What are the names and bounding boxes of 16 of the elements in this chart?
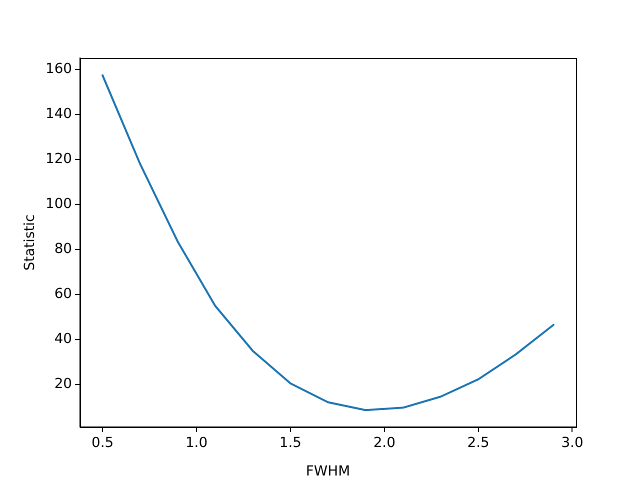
y-tick-label: 80 (54, 240, 72, 257)
y-tick-label: 120 (45, 150, 72, 167)
y-tick-label: 160 (45, 60, 72, 77)
x-tick-label: 0.5 (92, 434, 114, 451)
y-tick-label: 140 (45, 106, 72, 122)
y-tick-label: 100 (45, 196, 72, 212)
y-tick-label: 20 (54, 376, 72, 392)
x-tick-label: 1.0 (185, 434, 208, 451)
x-tick-label: 1.5 (279, 434, 302, 451)
x-axis-title: FWHM (306, 463, 350, 480)
x-tick-label: 3.0 (561, 434, 584, 451)
x-tick-label: 2.0 (373, 434, 396, 451)
y-axis-title: Statistic (22, 214, 38, 271)
y-tick-label: 60 (54, 286, 72, 302)
y-tick-label: 40 (54, 330, 72, 347)
x-tick-label: 2.5 (467, 434, 490, 451)
